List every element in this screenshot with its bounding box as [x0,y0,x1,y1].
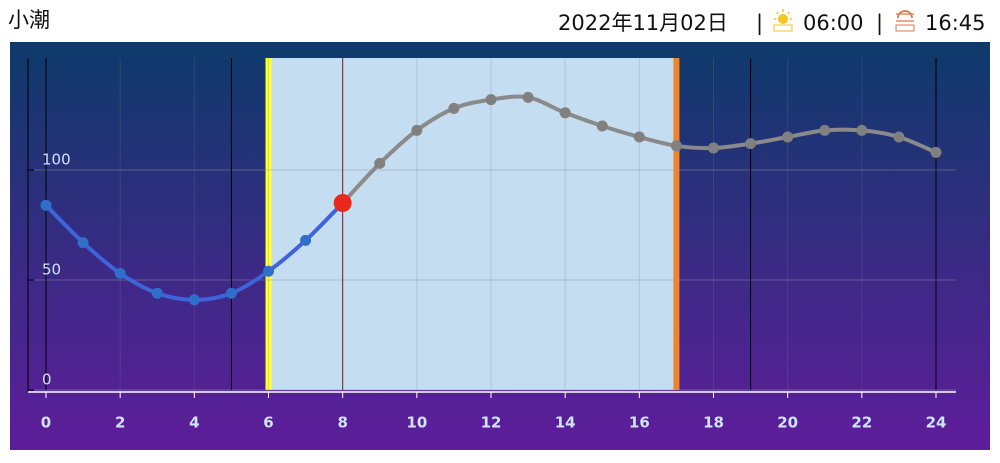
sunset-time: 16:45 [925,11,986,35]
daylight-band [268,58,677,390]
sunrise-icon [773,9,793,32]
sunrise-time: 06:00 [803,11,864,35]
x-tick-label: 4 [189,414,199,432]
tide-point [559,107,571,119]
x-tick-label: 18 [703,414,724,432]
x-tick-label: 6 [263,414,273,432]
tide-point [819,124,831,136]
tide-point [188,294,200,306]
tide-point [225,287,237,299]
tide-point [263,265,274,277]
sunset-line [673,58,680,390]
current-point [333,194,352,212]
x-tick-label: 0 [41,414,51,432]
x-tick-label: 14 [555,414,576,432]
tide-point [708,142,719,154]
tide-point [151,287,163,299]
y-tick-label: 50 [42,261,61,279]
tide-point [856,124,868,136]
separator: | [756,11,763,36]
tide-point [300,234,312,246]
x-tick-label: 20 [777,414,798,432]
y-tick-label: 100 [42,151,71,169]
x-tick-label: 10 [406,414,427,432]
tide-point [670,140,682,152]
tide-point [893,131,905,143]
tide-point [40,199,52,211]
tide-point [596,120,608,132]
tide-point [633,131,645,143]
tide-point [522,91,534,103]
tide-point [77,237,89,249]
sunrise-line [265,58,272,390]
tide-point [374,157,386,169]
x-tick-label: 2 [115,414,125,432]
tide-point [448,102,460,114]
tide-type: 小潮 [8,8,50,32]
x-tick-label: 16 [629,414,650,432]
tide-point [485,94,497,106]
separator: | [876,11,883,36]
x-tick-label: 8 [337,414,347,432]
x-tick-label: 22 [851,414,872,432]
x-tick-label: 12 [481,414,502,432]
tide-point [411,124,423,136]
tide-point [930,146,942,158]
x-tick-label: 24 [926,414,947,432]
tide-point [745,138,757,150]
tide-point [114,267,126,279]
y-tick-label: 0 [42,371,52,389]
tide-point [782,131,794,143]
date: 2022年11月02日 [558,11,728,35]
sunset-icon [895,10,915,32]
